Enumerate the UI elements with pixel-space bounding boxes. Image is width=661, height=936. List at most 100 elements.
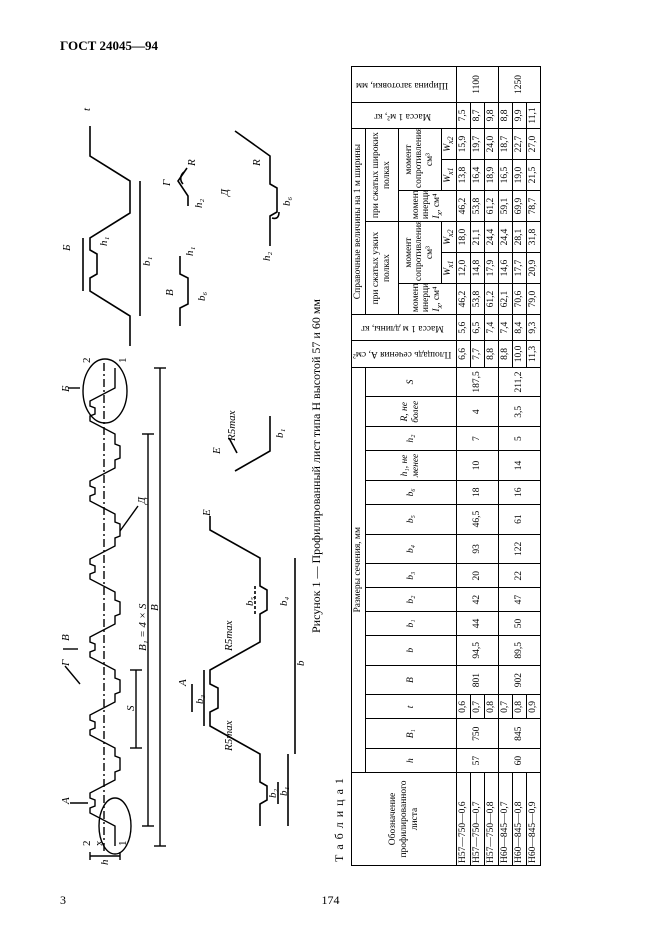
cell-S: 187,5	[457, 367, 499, 397]
label-E-mark: Е	[201, 509, 213, 517]
label-one-a: 1	[117, 841, 129, 847]
cell-W11: 20,9	[526, 253, 540, 284]
cell-W21: 16,4	[471, 160, 485, 191]
cell-h2: 7	[457, 427, 499, 451]
label-h1-v: h₁	[184, 247, 196, 257]
cell-R: 4	[457, 397, 499, 427]
cell-I1: 79,0	[526, 284, 540, 315]
table-row: Н60—845—0,7608450,790289,550472212261161…	[499, 67, 513, 866]
cell-W12: 24,4	[499, 222, 513, 253]
cell-I2: 69,9	[512, 191, 526, 222]
th-h1: h₁, не менее	[365, 451, 456, 481]
cell-name: Н57—750—0,8	[485, 772, 499, 865]
label-two-a: 2	[81, 841, 93, 847]
cell-ml: 5,6	[457, 315, 471, 341]
th-wide: при сжатых широких полках	[365, 129, 398, 222]
cell-name: Н60—845—0,8	[512, 772, 526, 865]
cell-b2: 47	[499, 588, 541, 612]
cell-B: 902	[499, 665, 541, 695]
label-b6: b₆	[196, 292, 208, 302]
cell-h: 60	[499, 749, 541, 773]
label-G: Г	[60, 659, 72, 667]
cell-b1: 44	[457, 612, 499, 636]
label-b6-d: b₆	[281, 197, 293, 207]
cell-A: 6,6	[457, 341, 471, 367]
label-b1: b₁	[278, 787, 290, 797]
page-number-center: 174	[322, 893, 340, 908]
cell-b5: 61	[499, 504, 541, 534]
data-table: Обозначение профилированного листа Разме…	[351, 66, 541, 866]
cell-ml: 7,4	[499, 315, 513, 341]
cell-b4: 93	[457, 534, 499, 564]
cell-t: 0,7	[471, 695, 485, 719]
th-Wx2b: Wx2	[442, 129, 457, 160]
cell-m2: 11,1	[526, 102, 540, 128]
cell-A: 11,3	[526, 341, 540, 367]
cell-m2: 9,8	[485, 102, 499, 128]
label-two-b: 2	[81, 358, 93, 364]
label-V: В	[60, 634, 72, 641]
th-b6: b₆	[365, 480, 456, 504]
figure-caption: Рисунок 1 — Профилированный лист типа Н …	[309, 66, 324, 866]
cell-name: Н60—845—0,9	[526, 772, 540, 865]
cell-A: 7,7	[471, 341, 485, 367]
th-Wx2a: Wx2	[442, 222, 457, 253]
cell-I1: 61,2	[485, 284, 499, 315]
label-h2: h₂	[193, 199, 205, 209]
cell-b2: 42	[457, 588, 499, 612]
label-r5-2: R5max	[223, 620, 235, 652]
label-D: Д	[136, 496, 148, 505]
cell-name: Н60—845—0,7	[499, 772, 513, 865]
th-ref: Справочные величины на 1 м ширины	[352, 129, 366, 315]
label-x: x	[93, 840, 105, 846]
cell-h1: 14	[499, 451, 541, 481]
content-area: А Г В Д Б h x 2 1 2 1 S B₁ = 4 × S B	[60, 66, 600, 866]
th-b4: b₄	[365, 534, 456, 564]
cell-t: 0,8	[512, 695, 526, 719]
cell-W22: 18,7	[499, 129, 513, 160]
cell-W22: 24,0	[485, 129, 499, 160]
th-Wx1a: Wx1	[442, 253, 457, 284]
th-b2: b₂	[365, 588, 456, 612]
label-B: Б	[60, 385, 72, 393]
label-b1-b: b₁	[141, 257, 153, 267]
page-number-left: 3	[60, 893, 66, 908]
cell-name: Н57—750—0,6	[457, 772, 471, 865]
cell-W11: 14,8	[471, 253, 485, 284]
cell-m2: 7,5	[457, 102, 471, 128]
cell-S: 211,2	[499, 367, 541, 397]
th-S: S	[365, 367, 456, 397]
cell-I1: 62,1	[499, 284, 513, 315]
cell-ml: 9,3	[526, 315, 540, 341]
th-mass-lin: Масса 1 м длины, кг	[352, 315, 457, 341]
cell-b4: 122	[499, 534, 541, 564]
cell-t: 0,9	[526, 695, 540, 719]
th-B: B	[365, 665, 456, 695]
cell-W22: 15,9	[457, 129, 471, 160]
label-b1-e: b₁	[274, 429, 286, 439]
cell-W12: 21,1	[471, 222, 485, 253]
label-b4: b₄	[278, 597, 290, 607]
label-A: А	[60, 797, 72, 805]
label-S: S	[125, 705, 137, 711]
th-R: R, не более	[365, 397, 456, 427]
cell-A: 8,8	[499, 341, 513, 367]
cell-W11: 12,0	[457, 253, 471, 284]
cell-ml: 7,4	[485, 315, 499, 341]
standard-code: ГОСТ 24045—94	[60, 38, 619, 54]
th-h2: h₂	[365, 427, 456, 451]
cell-B: 801	[457, 665, 499, 695]
th-blank: Ширина заготовки, мм	[352, 67, 457, 103]
label-h2-d: h₂	[261, 252, 273, 262]
th-I2: момент инерцииIx, см⁴	[398, 191, 457, 222]
th-b3: b₃	[365, 564, 456, 588]
cell-b: 89,5	[499, 635, 541, 665]
th-b: b	[365, 635, 456, 665]
th-area: Площадь сечения А, см²	[352, 341, 457, 367]
cell-A: 8,8	[485, 341, 499, 367]
label-Bdim: B	[149, 604, 161, 611]
detail-B-caption: Б	[61, 244, 73, 252]
cell-h1: 10	[457, 451, 499, 481]
cell-I1: 53,8	[471, 284, 485, 315]
th-designation: Обозначение профилированного листа	[352, 772, 457, 865]
